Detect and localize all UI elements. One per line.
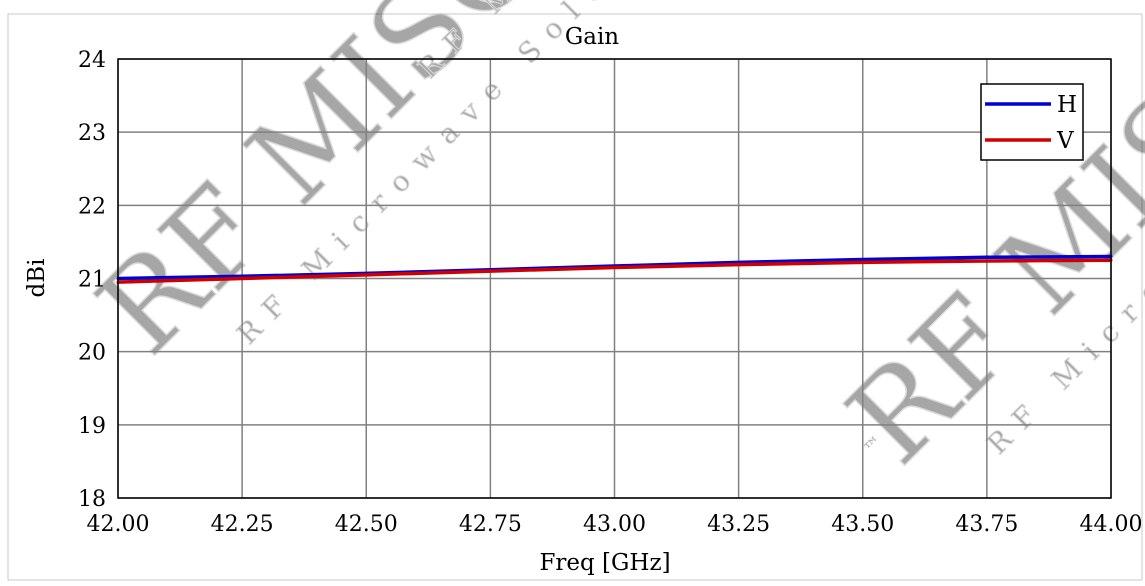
series-point-V-6 <box>861 260 865 264</box>
y-tick-label-1: 19 <box>78 414 106 439</box>
x-tick-label-8: 44.00 <box>1080 512 1143 537</box>
y-tick-label-5: 23 <box>78 121 106 146</box>
series-point-V-1 <box>240 277 244 280</box>
x-tick-label-6: 43.50 <box>831 512 894 537</box>
y-tick-labels: 18 19 20 21 22 23 24 <box>78 48 106 512</box>
series-layer <box>116 254 1113 284</box>
x-tick-label-0: 42.00 <box>87 512 150 537</box>
legend-label-V: V <box>1056 128 1074 154</box>
legend-box <box>980 83 1084 161</box>
x-tick-label-3: 42.75 <box>459 512 522 537</box>
y-tick-label-2: 20 <box>78 341 106 366</box>
x-axis-label: Freq [GHz] <box>539 550 670 576</box>
watermark-brand-2: RF MISO <box>822 0 1145 491</box>
plot-area-border <box>117 58 1112 499</box>
series-point-H-6 <box>861 257 865 261</box>
series-point-V-7 <box>985 259 989 263</box>
series-point-V-5 <box>737 263 741 267</box>
x-tick-label-5: 43.25 <box>707 512 770 537</box>
x-tick-label-2: 42.50 <box>335 512 398 537</box>
watermark-brand-1: RF MISO <box>72 0 568 381</box>
x-tick-labels: 42.00 42.25 42.50 42.75 43.00 43.25 43.50 43.75… <box>87 512 1143 537</box>
legend: HV <box>980 83 1084 161</box>
series-point-H-7 <box>985 255 989 259</box>
y-axis-label: dBi <box>24 259 50 298</box>
x-tick-label-4: 43.00 <box>583 512 646 537</box>
series-point-V-3 <box>488 269 492 273</box>
series-point-V-2 <box>364 273 368 277</box>
y-tick-label-4: 22 <box>78 194 106 219</box>
legend-label-H: H <box>1057 92 1077 118</box>
y-tick-label-0: 18 <box>78 487 106 512</box>
y-tick-label-3: 21 <box>78 268 106 293</box>
x-tick-label-1: 42.25 <box>211 512 274 537</box>
series-point-V-4 <box>613 266 616 270</box>
outer-border <box>7 13 1143 581</box>
chart-title: Gain <box>565 24 619 50</box>
y-tick-label-6: 24 <box>78 48 106 73</box>
x-tick-label-7: 43.75 <box>955 512 1018 537</box>
